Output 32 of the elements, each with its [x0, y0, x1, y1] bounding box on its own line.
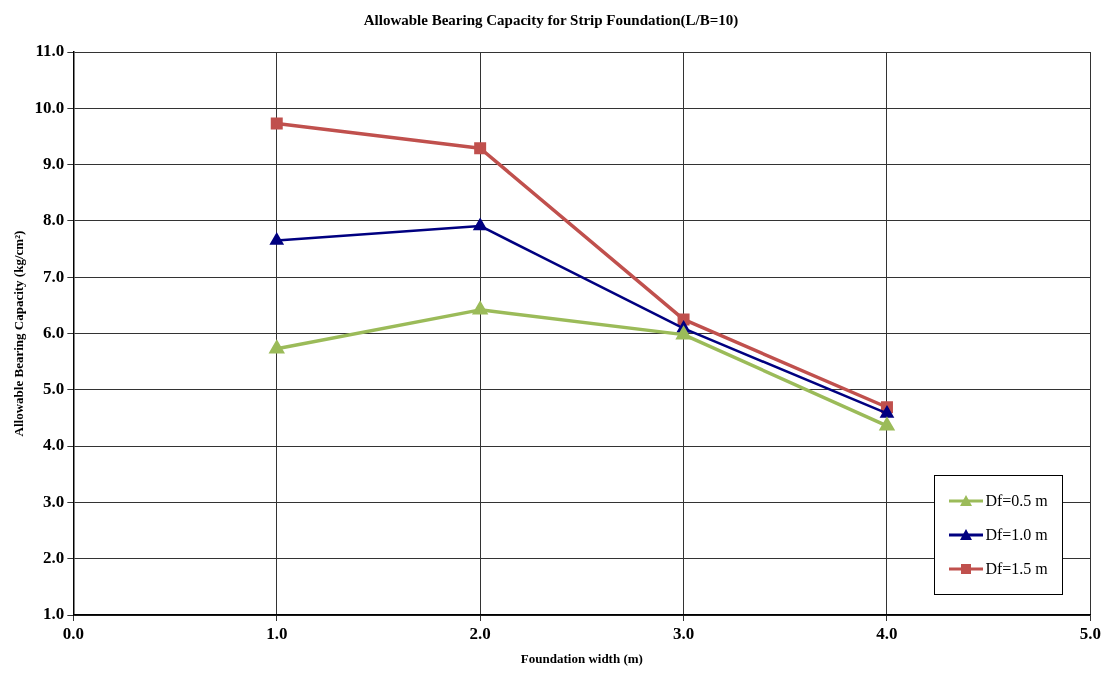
chart-title: Allowable Bearing Capacity for Strip Foundation(L/B=10): [363, 11, 739, 29]
point: [473, 302, 488, 315]
y-tick-label: 3.0: [43, 491, 65, 511]
x-axis-title: Foundation width (m): [520, 650, 643, 666]
x-tick-label: 0.0: [62, 623, 84, 643]
x-tick-label: 5.0: [1079, 623, 1101, 643]
point: [270, 117, 283, 130]
y-axis-title: Allowable Bearing Capacity (kg/cm²): [11, 230, 27, 437]
y-tick-label: 6.0: [43, 322, 65, 342]
y-tick-label: 9.0: [43, 153, 65, 173]
point: [880, 406, 894, 418]
point: [474, 142, 487, 155]
y-tick-label: 11.0: [35, 41, 65, 61]
y-tick-label: 7.0: [43, 266, 65, 286]
legend-label: Df=1.5 m: [985, 560, 1048, 578]
y-tick-label: 4.0: [43, 435, 65, 455]
y-tick-label: 1.0: [43, 604, 65, 624]
point: [269, 340, 284, 354]
point: [676, 326, 691, 340]
point: [473, 218, 487, 231]
point: [270, 233, 284, 245]
legend-label: Df=1.0 m: [985, 526, 1048, 544]
y-tick-label: 10.0: [34, 97, 65, 117]
y-tick-label: 2.0: [43, 548, 65, 568]
x-tick-label: 4.0: [876, 623, 898, 643]
legend-label: Df=0.5 m: [985, 492, 1048, 510]
x-tick-label: 2.0: [469, 623, 491, 643]
y-tick-label: 5.0: [43, 379, 65, 399]
point: [880, 418, 894, 431]
x-tick-label: 3.0: [672, 623, 695, 643]
y-tick-label: 8.0: [43, 210, 65, 230]
x-tick-label: 1.0: [266, 623, 288, 643]
